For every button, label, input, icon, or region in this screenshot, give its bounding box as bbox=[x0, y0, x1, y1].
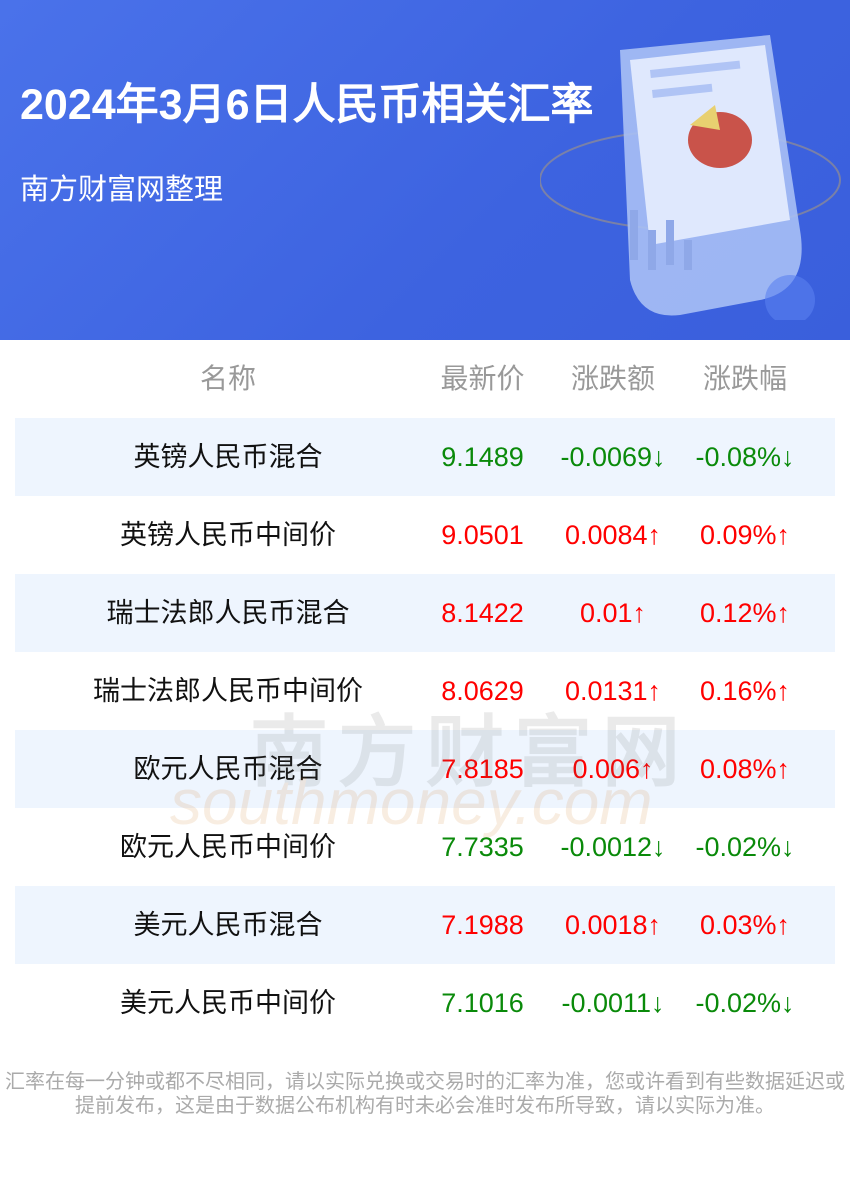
disclaimer: 汇率在每一分钟或都不尽相同，请以实际兑换或交易时的汇率为准，您或许看到有些数据延… bbox=[5, 1071, 845, 1117]
change-percent: -0.08%↓ bbox=[695, 442, 795, 472]
header-pct: 涨跌幅 bbox=[702, 363, 787, 394]
change-percent: 0.08%↑ bbox=[699, 754, 791, 784]
table-row: 欧元人民币中间价 7.7335 -0.0012↓ -0.02%↓ bbox=[15, 808, 835, 886]
change-amount: 0.006↑ bbox=[572, 754, 654, 784]
change-amount: 0.0131↑ bbox=[564, 676, 662, 706]
currency-name: 瑞士法郎人民币中间价 bbox=[93, 676, 363, 706]
change-percent: 0.03%↑ bbox=[699, 910, 791, 940]
change-amount: 0.0018↑ bbox=[564, 910, 662, 940]
currency-name: 美元人民币中间价 bbox=[120, 988, 336, 1018]
table-row: 英镑人民币中间价 9.0501 0.0084↑ 0.09%↑ bbox=[15, 496, 835, 574]
table-row: 英镑人民币混合 9.1489 -0.0069↓ -0.08%↓ bbox=[15, 418, 835, 496]
table-row: 瑞士法郎人民币混合 8.1422 0.01↑ 0.12%↑ bbox=[15, 574, 835, 652]
change-percent: 0.09%↑ bbox=[699, 520, 791, 550]
latest-price: 9.0501 bbox=[441, 520, 524, 550]
table-row: 美元人民币混合 7.1988 0.0018↑ 0.03%↑ bbox=[15, 886, 835, 964]
latest-price: 8.0629 bbox=[441, 676, 524, 706]
change-percent: -0.02%↓ bbox=[695, 832, 795, 862]
change-amount: -0.0069↓ bbox=[560, 442, 666, 472]
latest-price: 7.1016 bbox=[441, 988, 524, 1018]
report-illustration-icon bbox=[540, 35, 841, 320]
latest-price: 7.1988 bbox=[441, 910, 524, 940]
table-row: 欧元人民币混合 7.8185 0.006↑ 0.08%↑ bbox=[15, 730, 835, 808]
currency-name: 美元人民币混合 bbox=[133, 910, 323, 940]
change-amount: 0.0084↑ bbox=[564, 520, 662, 550]
latest-price: 8.1422 bbox=[441, 598, 524, 628]
change-amount: 0.01↑ bbox=[579, 598, 647, 628]
banner: 2024年3月6日人民币相关汇率 南方财富网整理 bbox=[0, 0, 850, 340]
change-amount: -0.0011↓ bbox=[561, 988, 665, 1018]
change-percent: 0.12%↑ bbox=[699, 598, 791, 628]
page-subtitle: 南方财富网整理 bbox=[20, 174, 224, 206]
currency-name: 瑞士法郎人民币混合 bbox=[106, 598, 350, 628]
table-row: 美元人民币中间价 7.1016 -0.0011↓ -0.02%↓ bbox=[15, 964, 835, 1042]
currency-name: 欧元人民币混合 bbox=[133, 754, 323, 784]
page-title: 2024年3月6日人民币相关汇率 bbox=[20, 81, 594, 129]
header-price: 最新价 bbox=[440, 363, 525, 394]
currency-name: 英镑人民币混合 bbox=[133, 442, 323, 472]
table-row: 瑞士法郎人民币中间价 8.0629 0.0131↑ 0.16%↑ bbox=[15, 652, 835, 730]
header-change: 涨跌额 bbox=[570, 363, 655, 394]
header-name: 名称 bbox=[199, 363, 256, 394]
change-percent: 0.16%↑ bbox=[699, 676, 791, 706]
latest-price: 7.8185 bbox=[441, 754, 524, 784]
table-header: 名称 最新价 涨跌额 涨跌幅 bbox=[15, 340, 835, 418]
change-amount: -0.0012↓ bbox=[560, 832, 666, 862]
change-percent: -0.02%↓ bbox=[695, 988, 795, 1018]
latest-price: 7.7335 bbox=[441, 832, 524, 862]
latest-price: 9.1489 bbox=[441, 442, 524, 472]
currency-name: 英镑人民币中间价 bbox=[120, 520, 336, 550]
currency-name: 欧元人民币中间价 bbox=[120, 832, 336, 862]
